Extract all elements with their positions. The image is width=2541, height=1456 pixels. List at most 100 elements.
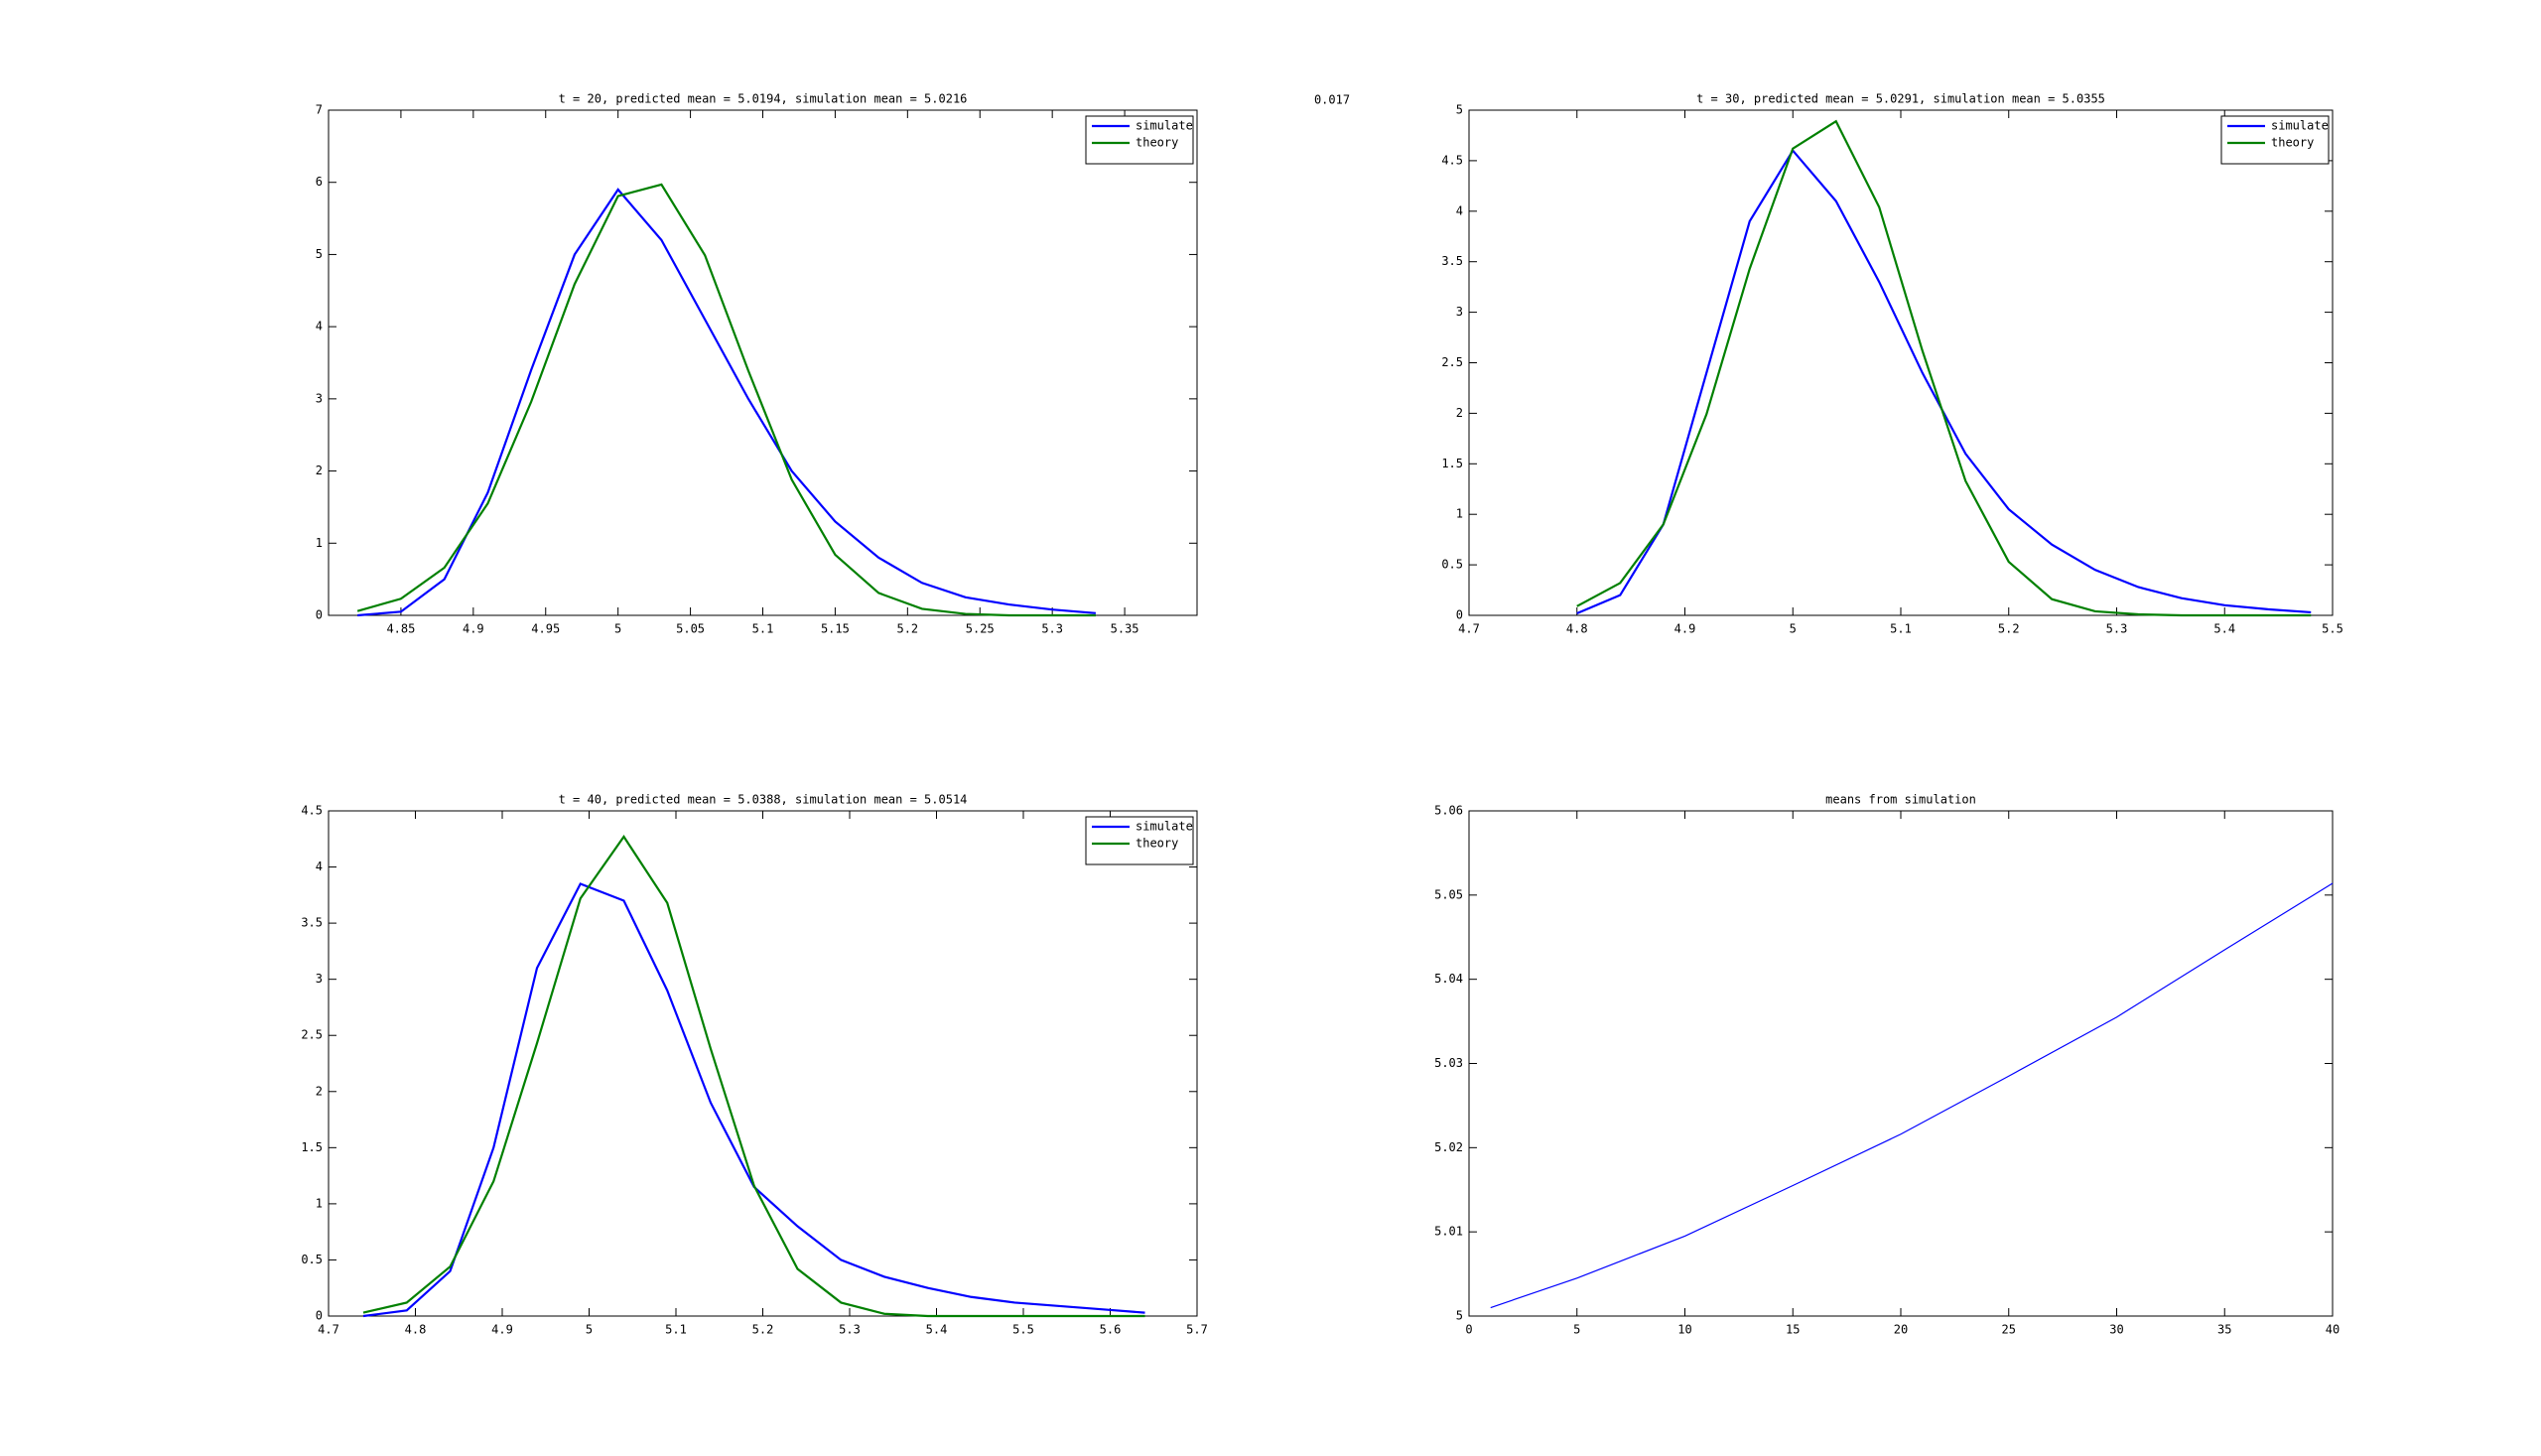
x-tick-label: 5.1 — [752, 622, 774, 636]
y-tick-label: 4.5 — [301, 804, 323, 818]
legend-box — [1085, 115, 1194, 165]
x-tick-label: 30 — [2109, 1323, 2123, 1337]
x-tick-label: 5 — [1790, 622, 1797, 636]
y-tick-label: 0 — [316, 608, 323, 622]
y-tick-label: 2.5 — [1441, 355, 1463, 369]
x-tick-label: 5 — [586, 1323, 593, 1337]
x-tick-label: 5.4 — [2213, 622, 2235, 636]
data-line — [1490, 882, 2334, 1309]
x-tick-label: 20 — [1894, 1323, 1908, 1337]
y-tick-label: 5 — [1456, 1309, 1463, 1323]
data-line — [357, 188, 1097, 617]
y-tick-label: 0 — [316, 1309, 323, 1323]
y-tick-label: 3 — [1456, 305, 1463, 319]
y-tick-label: 3.5 — [301, 916, 323, 930]
x-tick-label: 15 — [1786, 1323, 1800, 1337]
legend-label: simulate — [1136, 119, 1193, 133]
y-tick-label: 7 — [316, 103, 323, 117]
y-tick-label: 4 — [1456, 203, 1463, 217]
y-tick-label: 1 — [1456, 507, 1463, 521]
y-tick-label: 5.06 — [1434, 804, 1463, 818]
x-tick-label: 4.7 — [318, 1323, 339, 1337]
x-tick-label: 5.25 — [966, 622, 995, 636]
x-tick-label: 5.05 — [676, 622, 705, 636]
y-tick-label: 2 — [1456, 406, 1463, 420]
chart-title: t = 20, predicted mean = 5.0194, simulat… — [559, 92, 968, 106]
y-tick-label: 3.5 — [1441, 254, 1463, 268]
y-tick-label: 0.5 — [301, 1253, 323, 1266]
y-tick-label: 5.04 — [1434, 972, 1463, 986]
y-tick-label: 5.05 — [1434, 887, 1463, 901]
x-tick-label: 4.95 — [531, 622, 560, 636]
annotation: 0.017 — [1314, 93, 1350, 107]
legend-label: simulate — [1136, 820, 1193, 834]
x-tick-label: 4.7 — [1458, 622, 1480, 636]
x-tick-label: 5.15 — [821, 622, 850, 636]
x-tick-label: 5.2 — [896, 622, 918, 636]
x-tick-label: 5.5 — [1012, 1323, 1034, 1337]
y-tick-label: 0.5 — [1441, 558, 1463, 572]
x-tick-label: 40 — [2326, 1323, 2340, 1337]
x-tick-label: 5.3 — [839, 1323, 861, 1337]
x-tick-label: 5.6 — [1100, 1323, 1122, 1337]
y-tick-label: 4.5 — [1441, 153, 1463, 167]
x-tick-label: 5.2 — [1998, 622, 2020, 636]
legend-box — [1085, 816, 1194, 865]
y-tick-label: 5 — [316, 247, 323, 261]
y-tick-label: 3 — [316, 391, 323, 405]
y-tick-label: 4 — [316, 320, 323, 333]
y-tick-label: 2 — [316, 463, 323, 477]
x-tick-label: 5.5 — [2322, 622, 2343, 636]
y-tick-label: 1 — [316, 536, 323, 550]
x-tick-label: 4.85 — [386, 622, 415, 636]
legend-box — [2220, 115, 2330, 165]
legend-label: theory — [1136, 837, 1178, 851]
y-tick-label: 5.03 — [1434, 1056, 1463, 1070]
y-tick-label: 1 — [316, 1196, 323, 1210]
x-tick-label: 25 — [2002, 1323, 2016, 1337]
y-tick-label: 5 — [1456, 103, 1463, 117]
chart-title: means from simulation — [1825, 793, 1976, 807]
y-tick-label: 5.02 — [1434, 1140, 1463, 1154]
y-tick-label: 4 — [316, 860, 323, 873]
data-line — [362, 835, 1145, 1318]
x-tick-label: 10 — [1677, 1323, 1691, 1337]
x-tick-label: 5.1 — [665, 1323, 687, 1337]
x-tick-label: 5 — [614, 622, 621, 636]
legend-label: theory — [1136, 136, 1178, 150]
chart-title: t = 40, predicted mean = 5.0388, simulat… — [559, 793, 968, 807]
chart: t = 20, predicted mean = 5.0194, simulat… — [316, 92, 1198, 636]
x-tick-label: 4.9 — [491, 1323, 513, 1337]
plot-area — [1468, 810, 2334, 1317]
x-tick-label: 4.9 — [1674, 622, 1696, 636]
y-tick-label: 2.5 — [301, 1028, 323, 1042]
x-tick-label: 5.1 — [1890, 622, 1912, 636]
y-tick-label: 1.5 — [1441, 457, 1463, 470]
legend-label: theory — [2271, 136, 2314, 150]
x-tick-label: 4.8 — [1566, 622, 1588, 636]
x-tick-label: 5.4 — [926, 1323, 948, 1337]
legend-label: simulate — [2271, 119, 2329, 133]
data-line — [356, 183, 1096, 617]
plot-area — [1468, 109, 2334, 616]
y-tick-label: 5.01 — [1434, 1225, 1463, 1239]
x-tick-label: 5.35 — [1111, 622, 1139, 636]
x-tick-label: 4.8 — [405, 1323, 427, 1337]
x-tick-label: 0 — [1465, 1323, 1472, 1337]
y-tick-label: 3 — [316, 972, 323, 986]
y-tick-label: 0 — [1456, 608, 1463, 622]
x-tick-label: 4.9 — [463, 622, 484, 636]
x-tick-label: 5 — [1573, 1323, 1580, 1337]
x-tick-label: 5.2 — [752, 1323, 774, 1337]
y-tick-label: 1.5 — [301, 1140, 323, 1154]
x-tick-label: 35 — [2217, 1323, 2231, 1337]
plot-area — [328, 109, 1198, 616]
x-tick-label: 5.3 — [1041, 622, 1063, 636]
chart-title: t = 30, predicted mean = 5.0291, simulat… — [1696, 92, 2105, 106]
x-tick-label: 5.7 — [1186, 1323, 1208, 1337]
y-tick-label: 6 — [316, 175, 323, 189]
chart: t = 40, predicted mean = 5.0388, simulat… — [301, 793, 1208, 1337]
